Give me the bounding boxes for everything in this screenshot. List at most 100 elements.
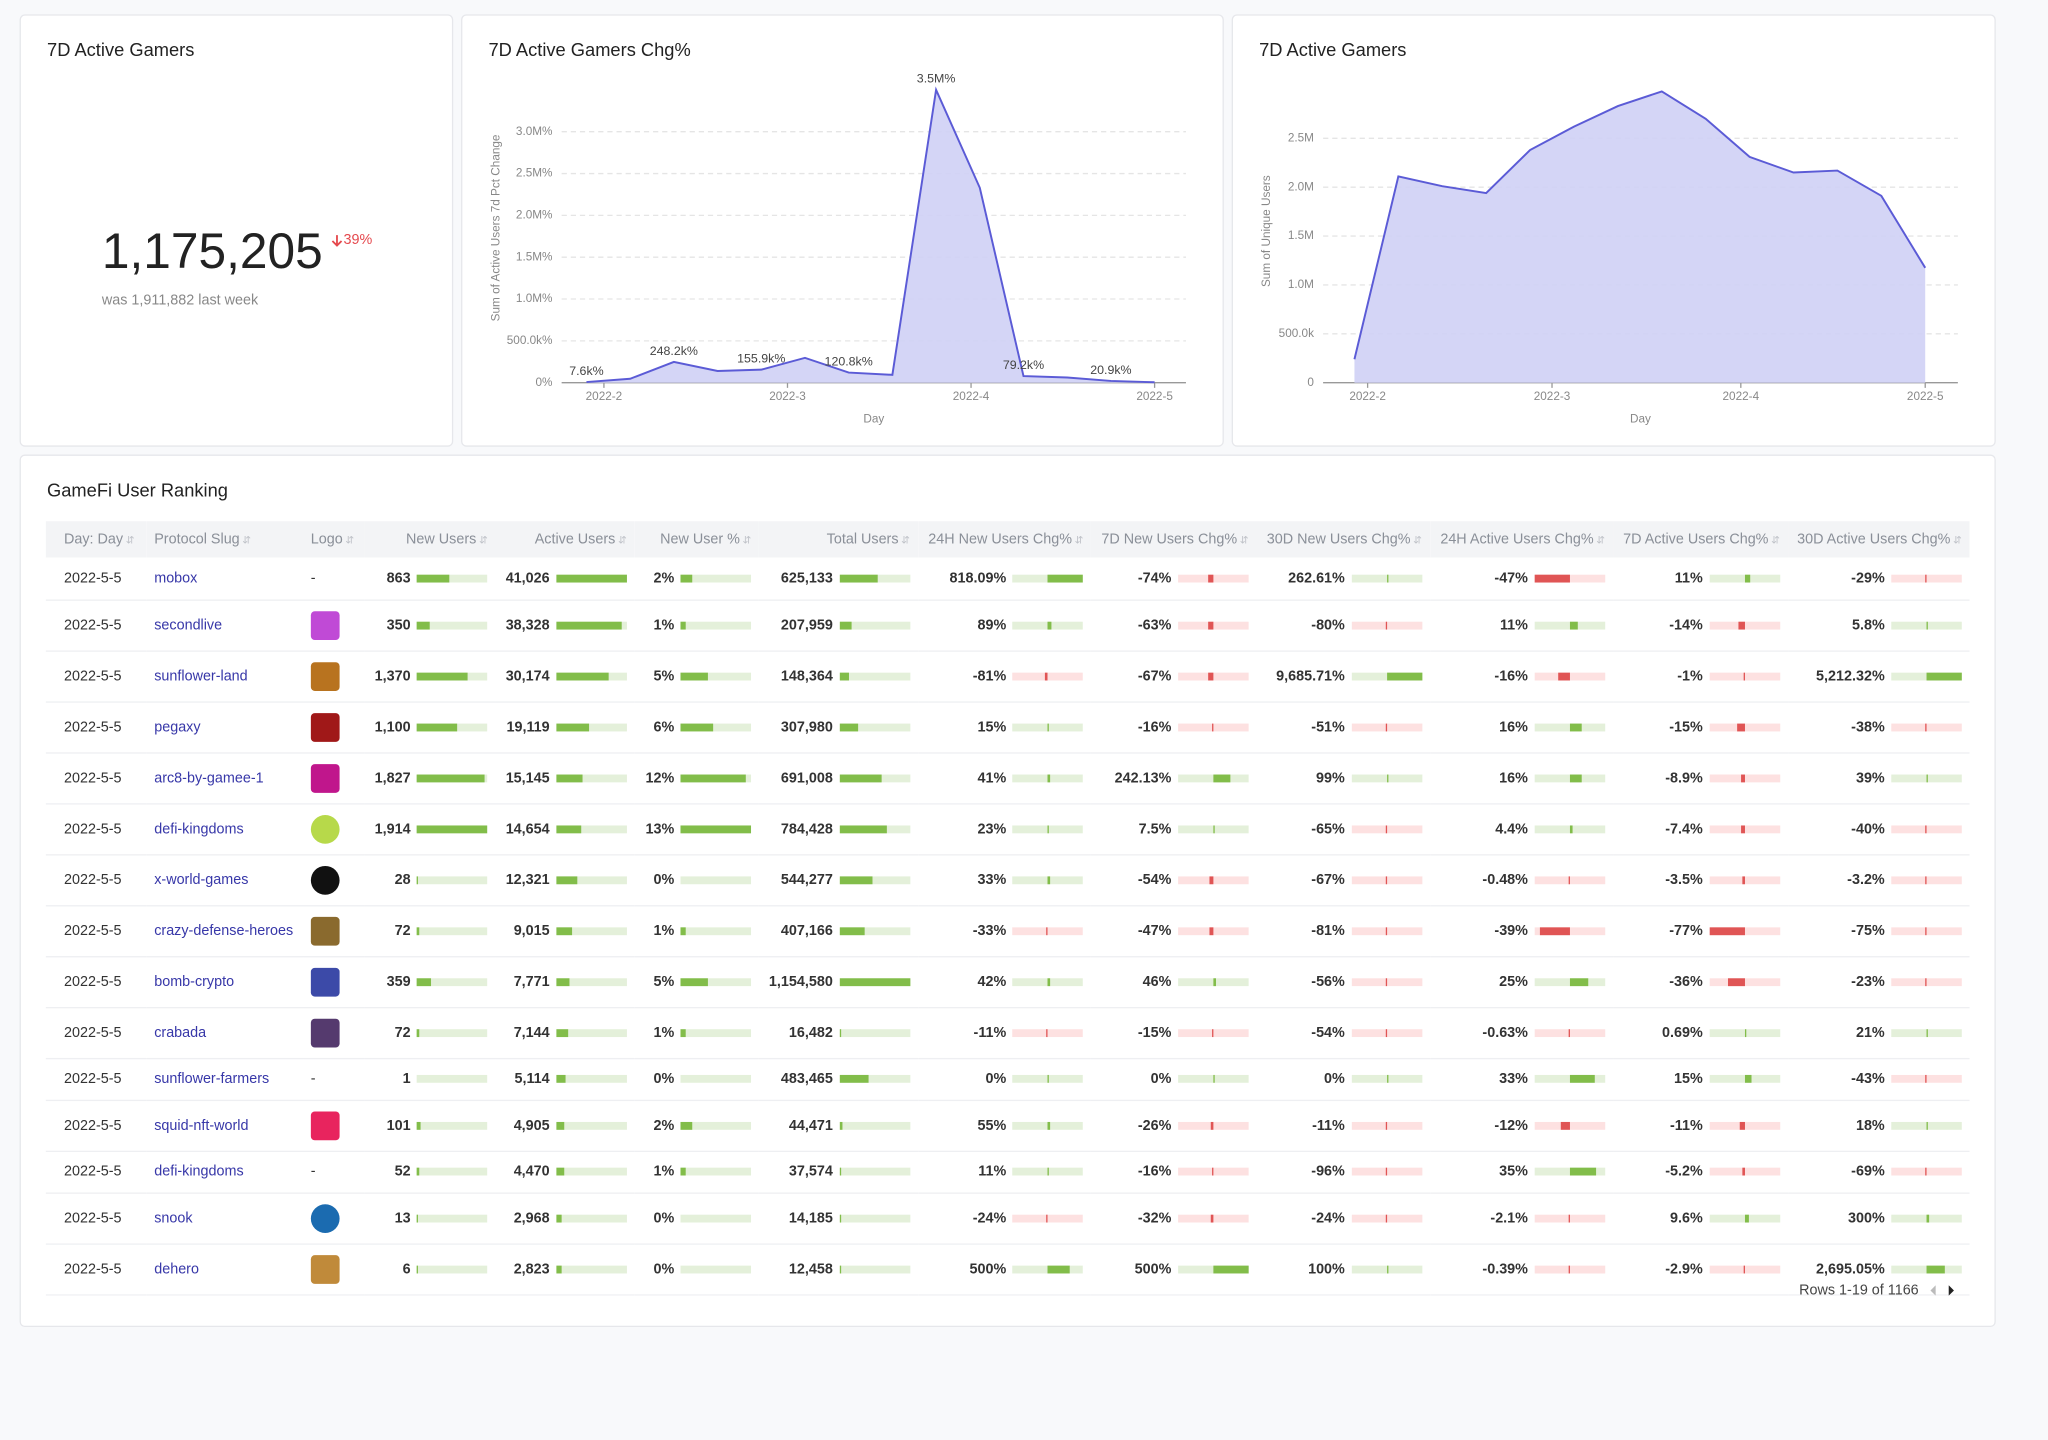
- cell-value: 1%: [653, 617, 675, 633]
- data-bar-track: [417, 1167, 488, 1176]
- table-cell: 2022-5-5: [45, 905, 147, 957]
- data-bar: [839, 1167, 842, 1176]
- protocol-link[interactable]: defi-kingdoms: [154, 1163, 244, 1180]
- data-bar: [417, 773, 485, 782]
- data-bar-track: [680, 875, 752, 884]
- protocol-link[interactable]: sunflower-farmers: [154, 1071, 270, 1087]
- data-bar: [1386, 1074, 1388, 1083]
- data-bar-track: [1891, 977, 1962, 986]
- value-cell: 16,482: [767, 1025, 910, 1040]
- data-label: 155.9k%: [737, 351, 785, 365]
- protocol-link[interactable]: dehero: [154, 1261, 199, 1277]
- cell-value: -24%: [972, 1210, 1007, 1226]
- data-bar-track: [1709, 1214, 1780, 1222]
- data-bar-track: [1351, 1074, 1422, 1083]
- protocol-link[interactable]: x-world-games: [154, 871, 249, 888]
- cell-value: 691,008: [780, 769, 833, 786]
- table-cell: 41%: [917, 752, 1092, 804]
- cell-value: 784,428: [780, 820, 833, 837]
- value-cell: 4.4%: [1438, 821, 1606, 837]
- protocol-link[interactable]: snook: [154, 1210, 193, 1226]
- sort-icon: ⇵: [742, 534, 752, 546]
- value-cell: 1%: [642, 923, 752, 938]
- table-cell: arc8-by-gamee-1: [146, 752, 303, 804]
- column-header[interactable]: 24H Active Users Chg% ⇵: [1429, 521, 1613, 558]
- data-bar-track: [1177, 621, 1249, 629]
- data-bar: [1213, 977, 1217, 986]
- protocol-link[interactable]: defi-kingdoms: [154, 820, 244, 837]
- data-bar: [1048, 1264, 1070, 1273]
- data-bar-track: [556, 1028, 627, 1037]
- cell-value: -16%: [1137, 1163, 1172, 1180]
- date: 2022-5-5: [63, 973, 122, 990]
- value-cell: 101: [372, 1117, 488, 1133]
- data-bar: [1925, 824, 1927, 833]
- column-header[interactable]: Protocol Slug ⇵: [146, 521, 303, 558]
- protocol-link[interactable]: secondlive: [154, 617, 223, 633]
- column-header[interactable]: 30D Active Users Chg% ⇵: [1787, 521, 1970, 558]
- value-cell: 15%: [926, 719, 1084, 735]
- column-header[interactable]: 7D New Users Chg% ⇵: [1091, 521, 1257, 558]
- table-cell: 1%: [634, 905, 760, 957]
- table-cell: dehero: [146, 1243, 303, 1296]
- data-bar: [1048, 977, 1050, 986]
- cell-value: 18%: [1855, 1117, 1885, 1134]
- value-cell: -69%: [1796, 1164, 1962, 1179]
- protocol-link[interactable]: crabada: [154, 1024, 207, 1041]
- date: 2022-5-5: [63, 1210, 122, 1226]
- data-bar-track: [1709, 1074, 1780, 1083]
- cell-value: 6: [402, 1261, 411, 1277]
- table-cell: -36%: [1612, 956, 1788, 1008]
- table-cell: 0%: [917, 1057, 1092, 1101]
- prev-page[interactable]: [1929, 1285, 1937, 1296]
- value-cell: 148,364: [767, 668, 910, 684]
- cell-value: -0.63%: [1482, 1024, 1528, 1041]
- value-cell: 818.09%: [926, 570, 1084, 586]
- data-bar: [680, 824, 752, 833]
- value-cell: 500%: [926, 1261, 1084, 1277]
- protocol-link[interactable]: pegaxy: [154, 719, 201, 735]
- header-text: 30D Active Users Chg%: [1797, 531, 1951, 548]
- column-header[interactable]: Logo ⇵: [302, 521, 365, 558]
- table-cell: [302, 650, 365, 703]
- protocol-link[interactable]: squid-nft-world: [154, 1117, 249, 1134]
- column-header[interactable]: Active Users ⇵: [495, 521, 635, 558]
- data-bar-track: [1177, 977, 1249, 986]
- cell-value: 1,100: [374, 719, 411, 735]
- data-bar-track: [1351, 1121, 1422, 1130]
- column-header[interactable]: Day: Day ⇵: [45, 521, 147, 558]
- data-bar-track: [680, 926, 752, 935]
- value-cell: 300%: [1796, 1210, 1962, 1226]
- data-bar-track: [1891, 1264, 1962, 1273]
- header-text: Day: Day: [63, 531, 124, 548]
- value-cell: 30,174: [503, 668, 627, 684]
- data-bar-track: [1012, 1074, 1084, 1083]
- protocol-link[interactable]: crazy-defense-heroes: [154, 922, 294, 939]
- data-label: 120.8k%: [825, 354, 873, 368]
- column-header[interactable]: 7D Active Users Chg% ⇵: [1612, 521, 1788, 558]
- data-bar-track: [556, 926, 627, 935]
- data-bar: [1211, 722, 1214, 731]
- table-cell: 33%: [1429, 1057, 1613, 1101]
- column-header[interactable]: 24H New Users Chg% ⇵: [917, 521, 1092, 558]
- protocol-link[interactable]: sunflower-land: [154, 668, 248, 684]
- protocol-link[interactable]: mobox: [154, 570, 198, 587]
- table-cell: 784,428: [759, 803, 918, 855]
- data-bar-track: [1709, 977, 1780, 986]
- protocol-link[interactable]: arc8-by-gamee-1: [154, 769, 264, 786]
- column-header[interactable]: New User % ⇵: [634, 521, 760, 558]
- column-header[interactable]: New Users ⇵: [364, 521, 496, 558]
- table-cell: 9,015: [495, 905, 635, 957]
- table-cell: 500%: [1091, 1243, 1257, 1296]
- next-page[interactable]: [1947, 1285, 1955, 1296]
- table-cell: -74%: [1091, 557, 1257, 601]
- column-header[interactable]: Total Users ⇵: [759, 521, 918, 558]
- table-row: 2022-5-5 defi-kingdoms - 52 4,470 1% 37,574 11%…: [45, 1150, 1970, 1194]
- protocol-link[interactable]: bomb-crypto: [154, 973, 235, 990]
- column-header[interactable]: 30D New Users Chg% ⇵: [1256, 521, 1430, 558]
- table-cell: 2022-5-5: [45, 752, 147, 804]
- y-tick-label: 1.5M%: [516, 250, 553, 263]
- cell-value: 5.8%: [1851, 617, 1885, 633]
- value-cell: -24%: [926, 1210, 1084, 1226]
- data-bar-track: [1709, 926, 1780, 935]
